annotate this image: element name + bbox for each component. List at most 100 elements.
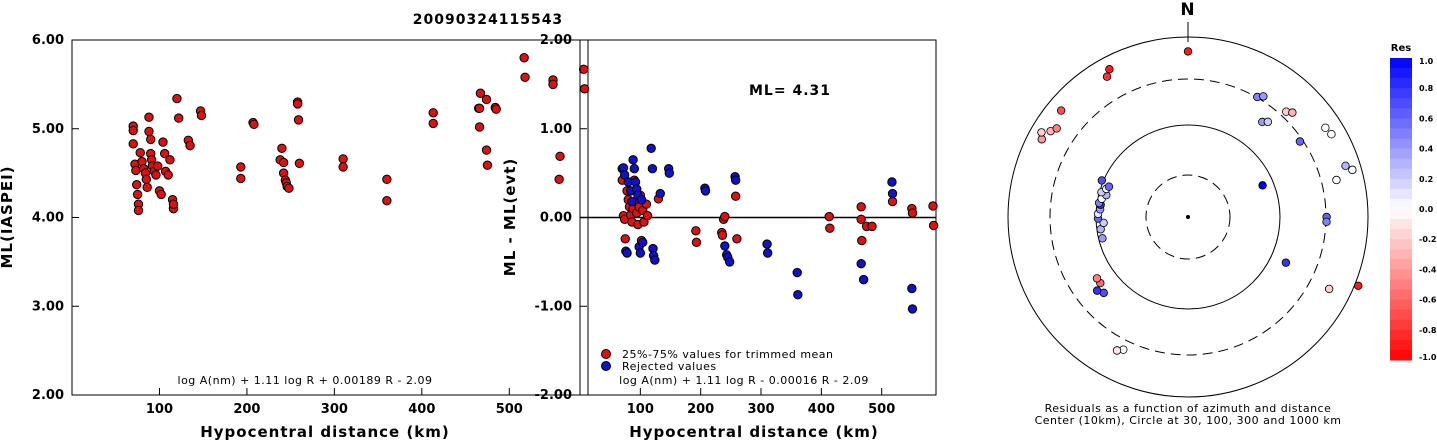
colorbar-cell (1390, 299, 1412, 311)
data-point (579, 84, 590, 94)
data-point (520, 72, 530, 82)
data-point (133, 205, 144, 216)
data-point (168, 199, 179, 209)
residual-point (1341, 161, 1350, 171)
data-point (824, 211, 834, 222)
formula-text: log A(nm) + 1.11 log R - 0.00016 R - 2.0… (619, 374, 869, 387)
colorbar-cell (1390, 138, 1412, 150)
data-point (338, 154, 348, 164)
y-axis-label: ML(IASPEI) (0, 165, 16, 268)
data-point (382, 174, 392, 185)
residual-point (1056, 106, 1066, 115)
data-point (907, 208, 918, 218)
residual-point (1327, 129, 1336, 139)
data-point (163, 170, 173, 180)
y-tick-label: -1.00 (535, 299, 572, 314)
data-point (142, 182, 152, 193)
x-tick-label: 500 (868, 402, 895, 417)
colorbar-cell (1390, 168, 1412, 180)
x-tick-label: 400 (808, 402, 835, 417)
data-point (293, 115, 304, 125)
colorbar-tick-label: -1.0 (1419, 353, 1437, 362)
y-tick-label: 4.00 (32, 211, 64, 226)
colorbar-tick-label: 1.0 (1419, 57, 1434, 66)
x-tick-label: 300 (321, 402, 348, 417)
data-point (132, 179, 142, 190)
y-tick-label: 0.00 (540, 211, 572, 226)
colorbar-cell (1390, 158, 1412, 170)
data-point (647, 163, 658, 174)
data-point (474, 122, 485, 132)
data-point (792, 267, 802, 278)
colorbar-cell (1390, 349, 1412, 361)
data-point (132, 189, 143, 200)
residual-point (1037, 135, 1046, 144)
residual-point (1322, 217, 1331, 227)
data-point (691, 237, 702, 248)
y-tick-label: 2.00 (32, 388, 64, 403)
legend-swatch-rejected (601, 361, 611, 371)
colorbar: Res 1.0 0.8 0.6 0.4 0.2 0.0 -0.2 -0.4 -0.6 -0.8 -1… (1390, 43, 1437, 362)
residual-point (1097, 176, 1107, 185)
data-point (153, 161, 163, 171)
colorbar-cell (1390, 68, 1412, 79)
colorbar-cell (1390, 279, 1412, 291)
data-point (825, 223, 835, 233)
residual-point (1183, 47, 1193, 56)
y-tick-label: 3.00 (32, 299, 64, 314)
residual-point (1295, 137, 1305, 146)
data-point (856, 258, 866, 269)
data-point (650, 255, 660, 265)
residual-point (1092, 274, 1102, 283)
colorbar-cell (1390, 329, 1412, 341)
data-points (617, 143, 939, 314)
residual-point (1354, 281, 1363, 290)
axis-ticks: 100 200 300 400 500 2.00 3.00 4.00 5.00 6.00 (32, 33, 523, 417)
colorbar-cell (1390, 259, 1412, 270)
data-point (144, 112, 154, 122)
data-point (277, 143, 287, 153)
colorbar-tick-label: 0.6 (1419, 114, 1434, 123)
colorbar-tick-label: 0.8 (1419, 84, 1434, 93)
data-point (636, 195, 647, 205)
residual-point (1105, 64, 1114, 74)
data-point (762, 248, 773, 258)
panel-azimuth-residuals: N Residuals as a function of azimuth and… (1007, 0, 1369, 427)
y-tick-label: 6.00 (32, 33, 64, 48)
residual-point (1281, 258, 1291, 267)
data-point (236, 162, 246, 172)
caption-line-2: Center (10km), Circle at 30, 100, 300 an… (1035, 414, 1342, 427)
colorbar-cell (1390, 198, 1412, 210)
colorbar-cell (1390, 178, 1412, 190)
residual-point (1099, 218, 1108, 228)
data-point (292, 99, 303, 109)
data-points (128, 53, 590, 216)
data-point (482, 160, 493, 170)
colorbar-cell (1390, 88, 1412, 99)
data-point (172, 93, 182, 104)
colorbar-cell (1390, 128, 1412, 140)
data-point (185, 140, 195, 151)
data-point (173, 113, 184, 123)
data-point (519, 53, 529, 63)
axis-ticks: 100 200 300 400 500 -2.00 -1.00 0.00 1.00 2.00 (535, 33, 896, 417)
data-point (887, 196, 898, 207)
data-point (141, 174, 152, 185)
residual-point (1263, 117, 1273, 127)
data-point (887, 177, 897, 187)
panel-residual-vs-distance: 100 200 300 400 500 -2.00 -1.00 0.00 1.00 2.00 ML… (501, 33, 939, 441)
x-tick-label: 100 (627, 402, 654, 417)
colorbar-tick-label: -0.2 (1419, 235, 1437, 244)
legend: 25%-75% values for trimmed mean Rejected… (601, 348, 833, 373)
x-tick-label: 400 (408, 402, 435, 417)
colorbar-tick-label: 0.0 (1419, 205, 1434, 214)
data-point (857, 235, 867, 246)
residual-point (1037, 128, 1046, 137)
colorbar-tick-label: 0.2 (1419, 175, 1433, 184)
data-point (131, 165, 141, 176)
residual-point (1321, 123, 1330, 132)
colorbar-cell (1390, 229, 1412, 240)
data-point (638, 237, 648, 248)
residual-point (1092, 286, 1102, 295)
